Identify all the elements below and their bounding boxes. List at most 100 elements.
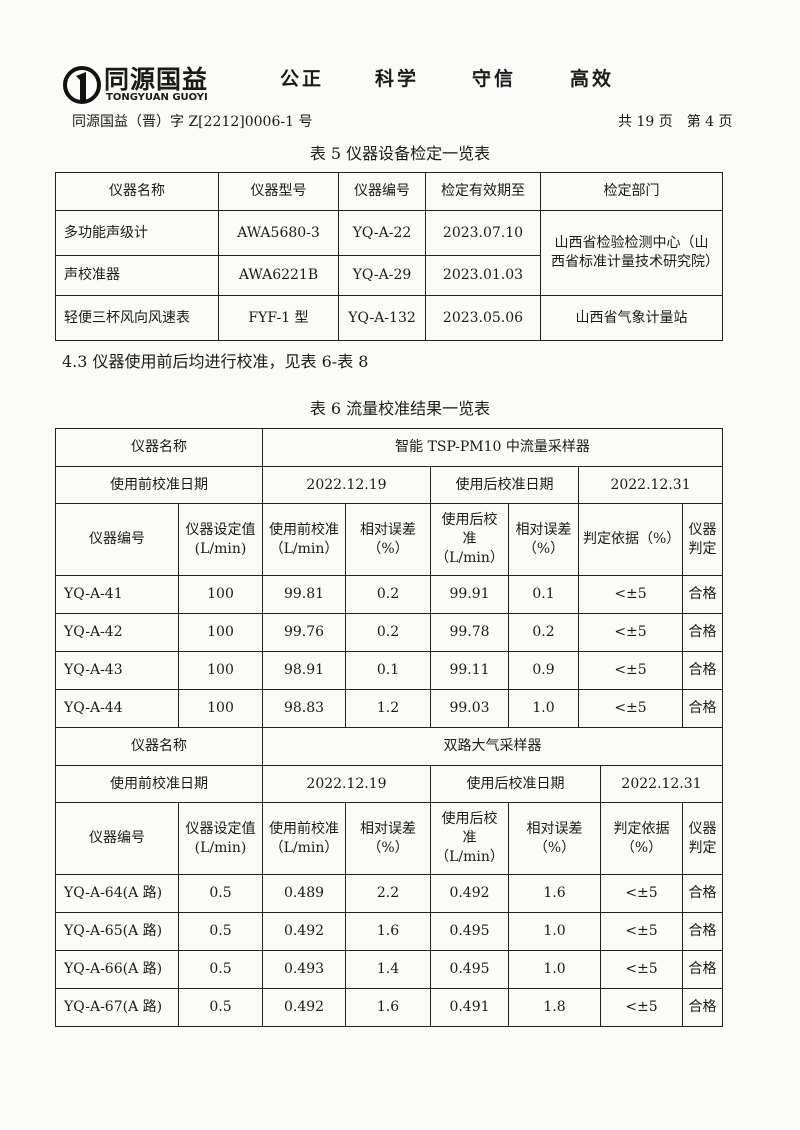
cell: 0.5	[178, 874, 263, 913]
cell: YQ-A-65(A 路)	[55, 912, 179, 951]
cell: <±5	[578, 689, 683, 728]
cell: YQ-A-132	[338, 295, 426, 341]
table-row: YQ-A-43 100 98.91 0.1 99.11 0.9 <±5 合格	[55, 651, 724, 690]
post-date-cell: 2022.12.31	[577, 466, 724, 504]
cell: 99.81	[262, 575, 346, 614]
cell: YQ-A-42	[55, 613, 179, 652]
instrument-name-row: 仪器名称 智能 TSP-PM10 中流量采样器	[55, 428, 724, 467]
header-cell: 判定依据（%）	[600, 802, 683, 875]
cell: YQ-A-64(A 路)	[55, 874, 179, 913]
cell: 1.2	[345, 689, 431, 728]
label-cell: 仪器名称	[55, 727, 263, 766]
header-cell: 仪器设定值(L/min)	[178, 503, 263, 576]
cell: 1.8	[508, 988, 601, 1027]
cell: <±5	[600, 950, 683, 989]
header-cell: 仪器编号	[55, 503, 179, 576]
cell: 1.0	[508, 689, 579, 728]
cell: 2023.05.06	[425, 295, 541, 341]
header-cell: 相对误差（%）	[508, 802, 601, 875]
cell: YQ-A-29	[338, 255, 426, 296]
instrument-name-row: 仪器名称 双路大气采样器	[55, 727, 723, 766]
cell: <±5	[578, 575, 683, 614]
note-text: 4.3 仪器使用前后均进行校准，见表 6-表 8	[62, 352, 369, 371]
cell: YQ-A-43	[55, 651, 179, 690]
label-cell: 使用前校准日期	[55, 466, 263, 504]
label-cell: 使用前校准日期	[55, 765, 263, 803]
cell: 0.5	[178, 950, 263, 989]
label-cell: 使用后校准日期	[430, 466, 579, 504]
cell: 0.5	[178, 988, 263, 1027]
cell: 0.489	[262, 874, 346, 913]
cell: 1.6	[345, 988, 431, 1027]
table-header-row: 仪器名称 仪器型号 仪器编号 检定有效期至 检定部门	[55, 172, 723, 211]
cell: 0.9	[508, 651, 579, 690]
cell: FYF-1 型	[218, 295, 339, 341]
table-header-row: 仪器编号 仪器设定值(L/min) 使用前校准（L/min） 相对误差（%） 使用后校准…	[55, 802, 723, 875]
table6-section-2: 仪器名称 双路大气采样器 使用前校准日期 2022.12.19 使用后校准日期 2022.…	[55, 727, 723, 1027]
table-row: 轻便三杯风向风速表 FYF-1 型 YQ-A-132 2023.05.06 山西…	[55, 295, 723, 341]
instrument-cell: 智能 TSP-PM10 中流量采样器	[261, 428, 724, 467]
table-row: 声校准器 AWA6221B YQ-A-29 2023.01.03	[55, 255, 723, 296]
header-cell: 相对误差（%）	[345, 802, 431, 875]
cell: 2023.01.03	[425, 255, 541, 296]
header-cell: 使用后校准（L/min）	[430, 802, 509, 875]
header-cell: 仪器型号	[218, 172, 339, 211]
cell: 100	[178, 651, 263, 690]
header-cell: 仪器名称	[55, 172, 219, 211]
cell: 100	[178, 613, 263, 652]
cell: AWA6221B	[218, 255, 339, 296]
cell: YQ-A-44	[55, 689, 179, 728]
cell: <±5	[600, 912, 683, 951]
header-cell: 仪器编号	[338, 172, 426, 211]
document-number: 同源国益（晋）字 Z[2212]0006-1 号	[72, 114, 313, 130]
header-cell: 仪器设定值(L/min)	[178, 802, 263, 875]
header-cell: 仪器判定	[681, 503, 724, 576]
cell: YQ-A-67(A 路)	[55, 988, 179, 1027]
cell: 98.83	[262, 689, 346, 728]
cell: 0.2	[345, 613, 431, 652]
table6-section-1: 仪器名称 智能 TSP-PM10 中流量采样器 使用前校准日期 2022.12.19 使…	[55, 428, 724, 728]
header-cell: 使用后校准（L/min）	[430, 503, 509, 576]
cell: <±5	[600, 988, 683, 1027]
cell: 1.6	[345, 912, 431, 951]
cell: 2.2	[345, 874, 431, 913]
dept-cell: 山西省检验检测中心（山西省标准计量技术研究院）	[540, 210, 723, 296]
table-row: YQ-A-65(A 路) 0.5 0.492 1.6 0.495 1.0 <±5 合格	[55, 912, 723, 951]
cell: 0.492	[262, 988, 346, 1027]
pre-date-cell: 2022.12.19	[262, 765, 431, 803]
cell: 99.11	[430, 651, 509, 690]
cell: 100	[178, 689, 263, 728]
cell: 0.492	[430, 874, 509, 913]
table-row: YQ-A-67(A 路) 0.5 0.492 1.6 0.491 1.8 <±5 合格	[55, 988, 723, 1027]
table5-caption: 表 5 仪器设备检定一览表	[309, 144, 491, 163]
cell: YQ-A-41	[55, 575, 179, 614]
cell: 轻便三杯风向风速表	[55, 295, 219, 341]
cell: 1.6	[508, 874, 601, 913]
table-row: YQ-A-44 100 98.83 1.2 99.03 1.0 <±5 合格	[55, 689, 724, 728]
label-cell: 使用后校准日期	[430, 765, 601, 803]
table-row: YQ-A-66(A 路) 0.5 0.493 1.4 0.495 1.0 <±5 合格	[55, 950, 723, 989]
instrument-cell: 双路大气采样器	[262, 727, 723, 766]
cell: 0.1	[345, 651, 431, 690]
cell: 0.1	[508, 575, 579, 614]
cell: 合格	[682, 988, 723, 1027]
cell: 合格	[681, 651, 724, 690]
cell: 声校准器	[55, 255, 219, 296]
cell: 合格	[681, 689, 724, 728]
cell: 合格	[682, 950, 723, 989]
post-date-cell: 2022.12.31	[600, 765, 723, 803]
cell: 合格	[682, 912, 723, 951]
header-cell: 相对误差（%）	[345, 503, 431, 576]
cell: 1.0	[508, 912, 601, 951]
cell: AWA5680-3	[218, 210, 339, 256]
label-cell: 仪器名称	[55, 428, 263, 467]
table-row: YQ-A-42 100 99.76 0.2 99.78 0.2 <±5 合格	[55, 613, 724, 652]
cell: 1.0	[508, 950, 601, 989]
cell: 99.91	[430, 575, 509, 614]
cell: 合格	[682, 874, 723, 913]
header-cell: 判定依据（%）	[578, 503, 683, 576]
cell: 99.03	[430, 689, 509, 728]
page-info: 共 19 页 第 4 页	[618, 114, 733, 130]
cell: 0.492	[262, 912, 346, 951]
cell: 99.78	[430, 613, 509, 652]
